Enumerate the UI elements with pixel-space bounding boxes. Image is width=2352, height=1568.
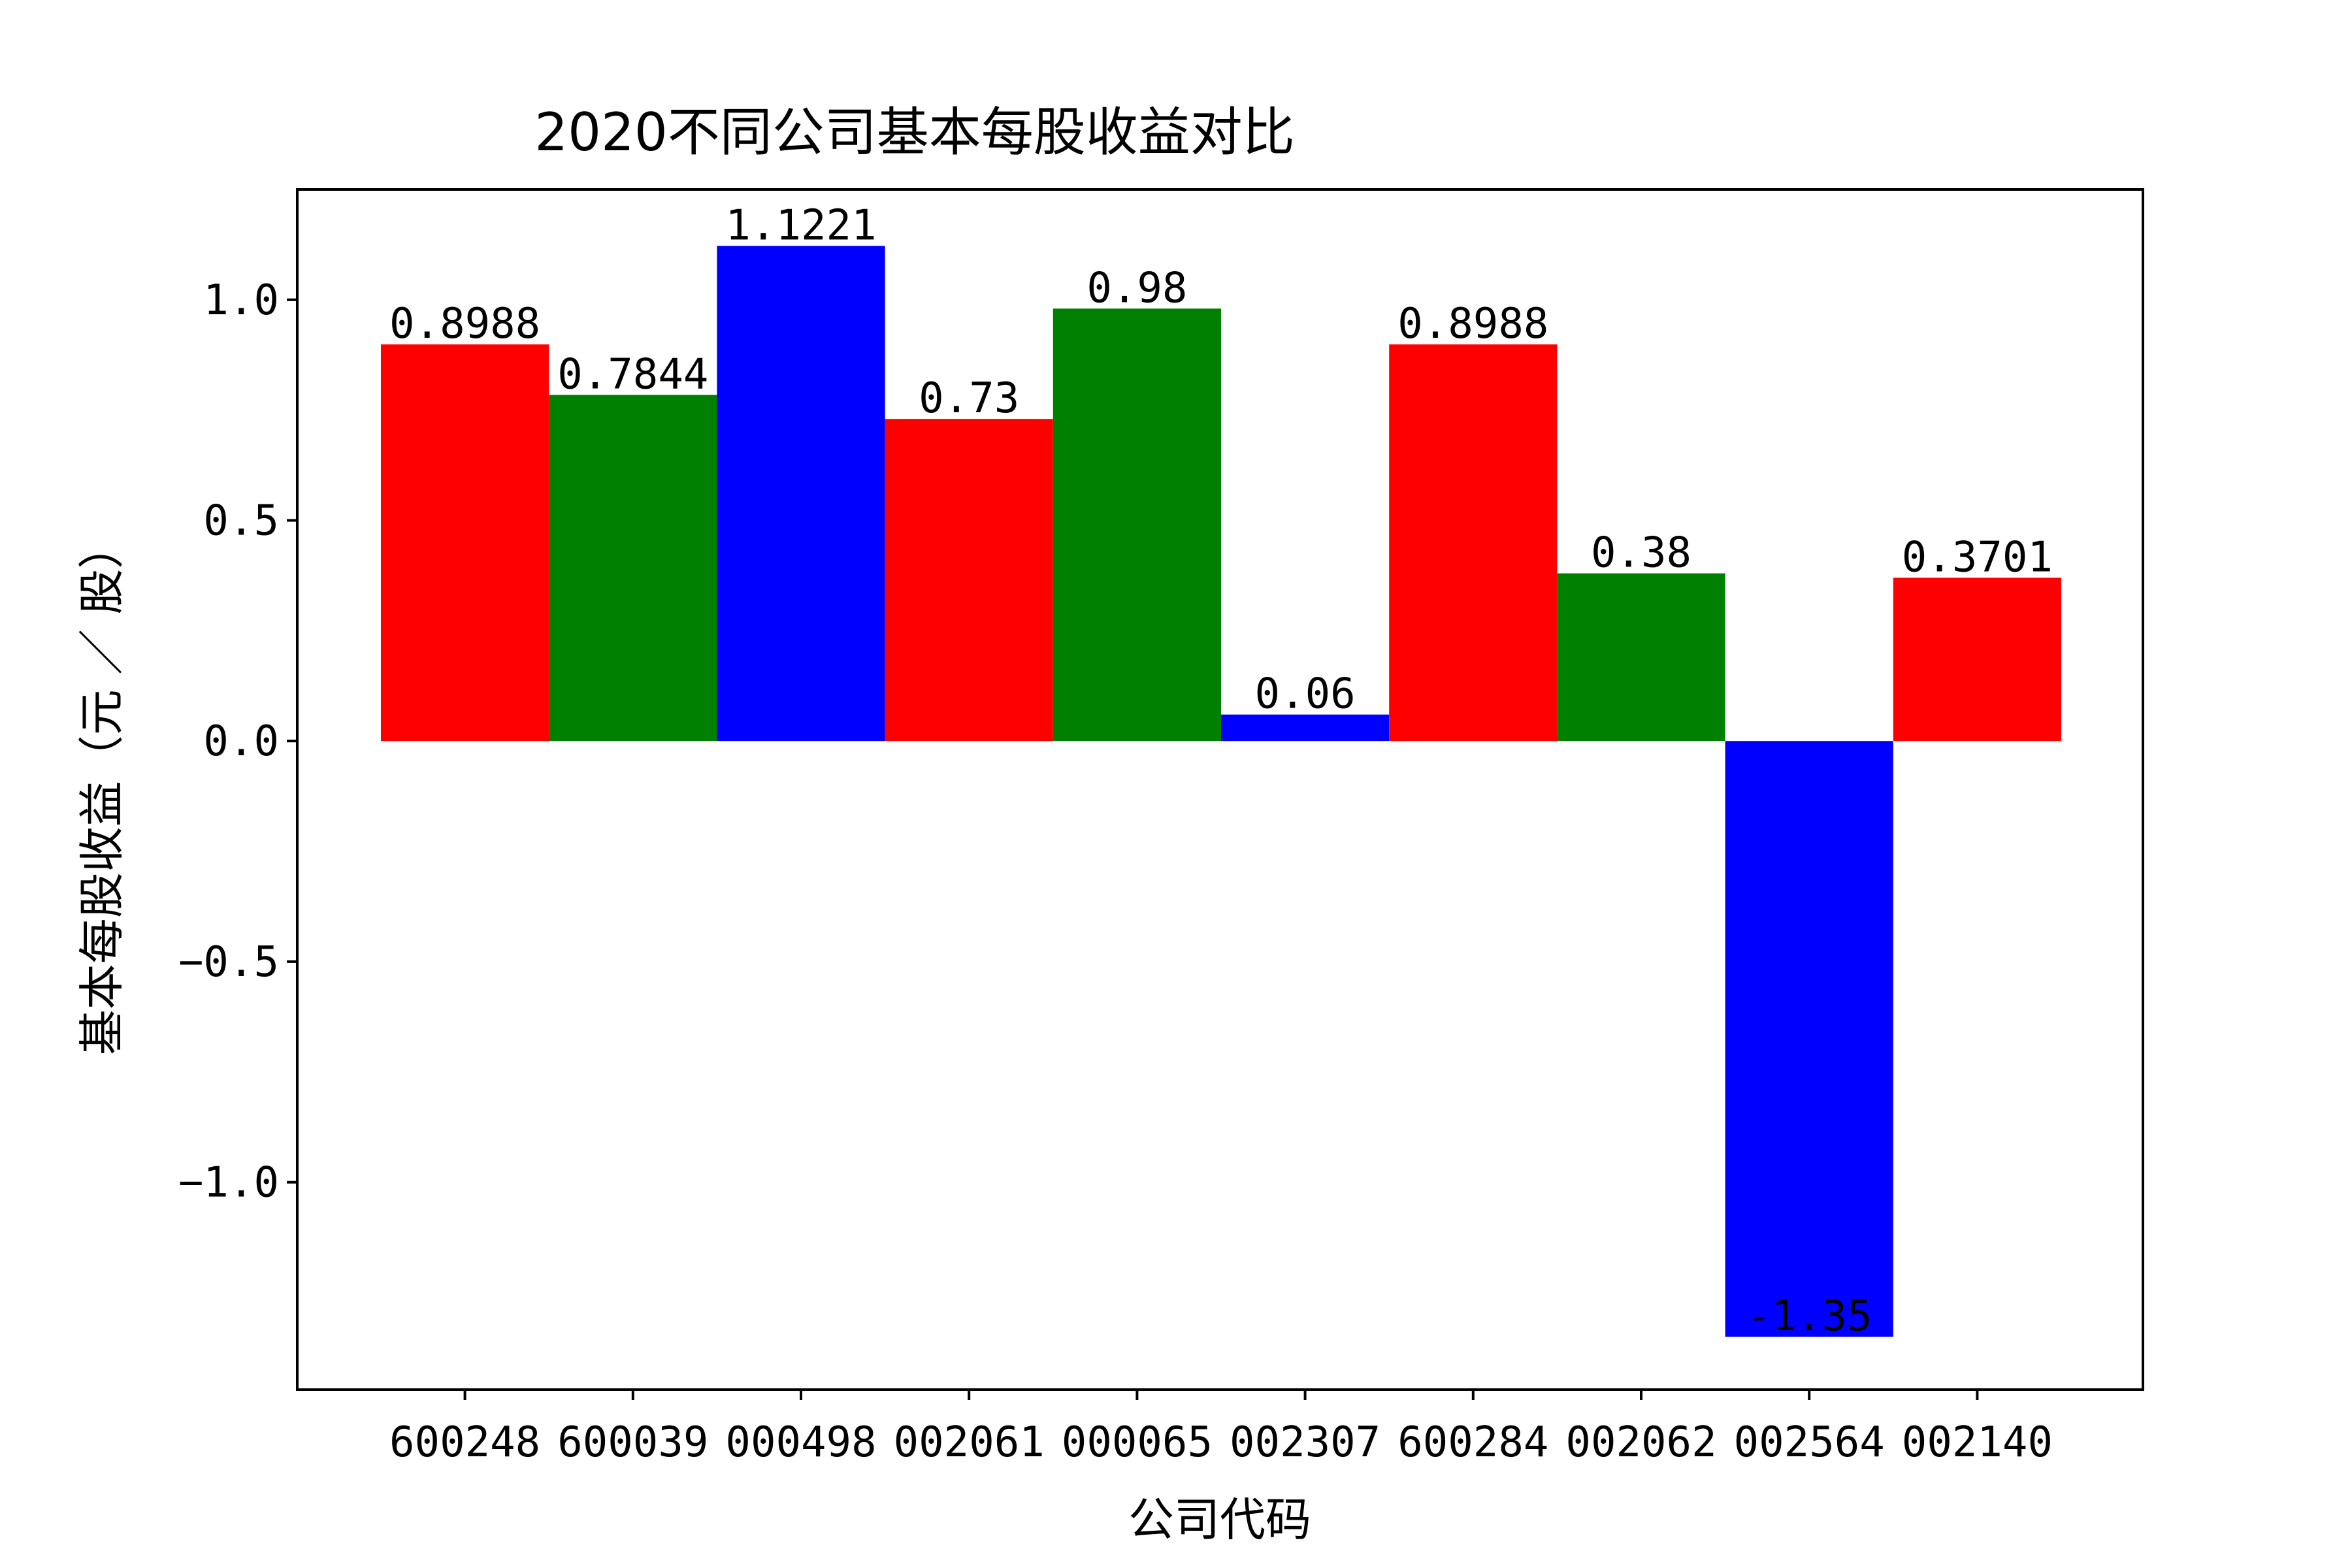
bar-600248: [381, 344, 549, 742]
x-tick-label-002140: 002140: [1902, 1418, 2053, 1467]
bar-002140: [1893, 578, 2061, 742]
y-axis-label: 基本每股收益（元 ／ 股）: [75, 523, 129, 1056]
x-tick-label-002062: 002062: [1565, 1418, 1716, 1467]
y-tick-label-4: 1.0: [203, 276, 279, 325]
x-axis-label: 公司代码: [1128, 1493, 1311, 1546]
bar-000065: [1053, 308, 1221, 742]
x-tick-label-600284: 600284: [1397, 1418, 1548, 1467]
y-tick-label-1: −0.5: [178, 938, 279, 987]
data-label-002062: 0.38: [1591, 529, 1691, 578]
data-label-600284: 0.8988: [1397, 300, 1548, 348]
x-tick-label-002307: 002307: [1230, 1418, 1380, 1467]
bar-600284: [1389, 344, 1558, 742]
y-axis: −1.0 −0.5 0.0 0.5 1.0: [178, 276, 297, 1207]
x-tick-label-600039: 600039: [557, 1418, 708, 1467]
chart-title: 2020不同公司基本每股收益对比: [534, 102, 1295, 163]
data-label-000065: 0.98: [1086, 264, 1187, 312]
x-axis: 600248 600039 000498 002061 000065 002307 6002…: [389, 1390, 2053, 1467]
bar-000498: [717, 246, 885, 742]
x-tick-label-002061: 002061: [894, 1418, 1045, 1467]
x-tick-label-002564: 002564: [1734, 1418, 1885, 1467]
data-label-600039: 0.7844: [557, 350, 708, 399]
y-tick-label-2: 0.0: [203, 717, 279, 766]
y-tick-label-3: 0.5: [203, 497, 279, 546]
bar-002061: [885, 419, 1053, 742]
x-tick-label-000065: 000065: [1062, 1418, 1213, 1467]
data-label-002140: 0.3701: [1902, 533, 2053, 581]
bars-group: [381, 246, 2061, 1337]
data-label-600248: 0.8988: [389, 300, 540, 348]
x-tick-label-000498: 000498: [725, 1418, 876, 1467]
plot-frame: [296, 188, 2144, 1391]
y-tick-label-0: −1.0: [178, 1159, 279, 1207]
data-label-002564: -1.35: [1746, 1292, 1872, 1341]
bar-002062: [1557, 573, 1725, 742]
data-labels-group: 0.8988 0.7844 1.1221 0.73 0.98 0.06 0.8988 0.38…: [389, 201, 2053, 1341]
bar-600039: [549, 395, 717, 742]
data-label-002307: 0.06: [1255, 670, 1356, 719]
data-label-002061: 0.73: [919, 374, 1019, 423]
bar-002564: [1725, 741, 1893, 1337]
data-label-000498: 1.1221: [725, 201, 876, 250]
bar-002307: [1221, 714, 1390, 742]
x-tick-label-600248: 600248: [389, 1418, 540, 1467]
